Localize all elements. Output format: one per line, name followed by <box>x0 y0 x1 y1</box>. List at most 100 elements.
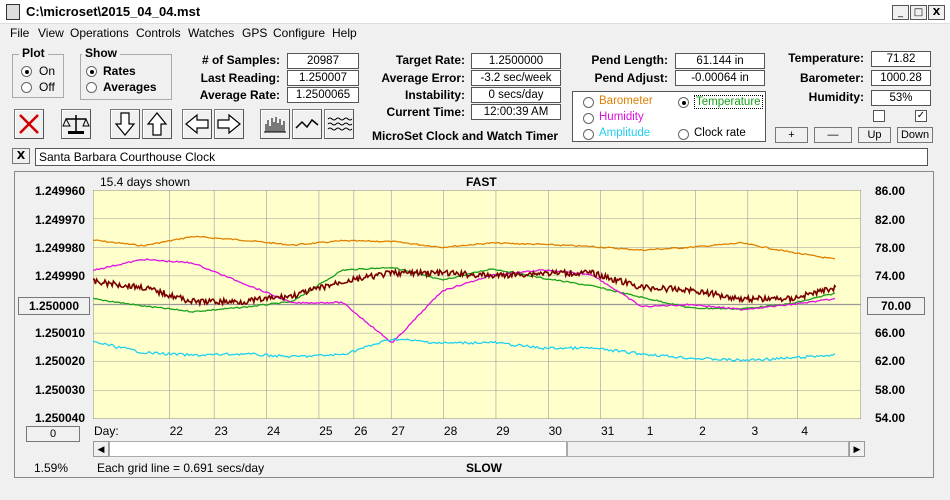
menu-watches[interactable]: Watches <box>188 26 235 40</box>
plot-off-radio[interactable] <box>21 82 32 93</box>
temperature-label: Temperature: <box>788 51 864 65</box>
arrow-left-icon <box>185 113 209 135</box>
right-tick-2: 78.00 <box>874 241 906 255</box>
day-tick-26: 26 <box>354 424 368 438</box>
right-tick-1: 82.00 <box>874 213 906 227</box>
temperature-option[interactable]: Temperature <box>694 95 763 109</box>
pend-length-label: Pend Length: <box>591 53 668 67</box>
average-error-label: Average Error: <box>381 71 465 85</box>
minus-button[interactable]: — <box>814 127 852 143</box>
plus-button[interactable]: + <box>775 127 808 143</box>
day-axis-label: Day: <box>94 424 119 438</box>
day-tick-4: 4 <box>801 424 808 438</box>
show-averages-radio[interactable] <box>86 82 97 93</box>
arrow-right-icon <box>217 113 241 135</box>
series-line-amplitude <box>93 337 836 362</box>
show-rates-label[interactable]: Rates <box>103 64 136 78</box>
samples-label: # of Samples: <box>201 53 280 67</box>
scale-icon <box>62 115 90 134</box>
balance-button[interactable] <box>61 109 91 139</box>
scroll-left-arrow[interactable]: ◀ <box>93 441 109 457</box>
temperature-field: 71.82 <box>871 51 931 67</box>
left-tick-1: 1.249970 <box>34 213 85 227</box>
option-checkbox-2[interactable]: ✓ <box>915 110 927 122</box>
description-input[interactable]: Santa Barbara Courthouse Clock <box>35 148 928 166</box>
clock-rate-option[interactable]: Clock rate <box>694 127 746 139</box>
current-time-label: Current Time: <box>386 105 465 119</box>
day-tick-27: 27 <box>391 424 405 438</box>
zero-button[interactable]: 0 <box>26 426 80 442</box>
histogram-button[interactable] <box>260 109 290 139</box>
average-rate-label: Average Rate: <box>199 88 280 102</box>
close-window-button[interactable]: X <box>928 5 945 20</box>
left-tick-6: 1.250020 <box>34 354 85 368</box>
amplitude-radio[interactable] <box>583 129 594 140</box>
wave-button[interactable] <box>292 109 322 139</box>
app-icon[interactable] <box>6 4 20 20</box>
scroll-track-left[interactable] <box>109 441 567 457</box>
amplitude-option[interactable]: Amplitude <box>599 127 651 139</box>
menu-help[interactable]: Help <box>332 26 357 40</box>
day-tick-23: 23 <box>214 424 228 438</box>
day-tick-25: 25 <box>319 424 333 438</box>
humidity-radio[interactable] <box>583 113 594 124</box>
sensor-select-box <box>572 91 766 142</box>
barometer-radio[interactable] <box>583 97 594 108</box>
app-name-label: MicroSet Clock and Watch Timer <box>372 129 559 143</box>
show-group <box>80 54 172 100</box>
temperature-radio[interactable] <box>678 97 689 108</box>
down-button[interactable]: Down <box>897 127 933 143</box>
series-line-humidity <box>93 258 836 343</box>
left-tick-2: 1.249980 <box>34 241 85 255</box>
arrow-down-button[interactable] <box>110 109 140 139</box>
plot-on-radio[interactable] <box>21 66 32 77</box>
wave-icon <box>295 118 319 129</box>
show-group-title: Show <box>82 46 120 60</box>
arrow-left-button[interactable] <box>182 109 212 139</box>
fast-label: FAST <box>466 175 497 189</box>
plot-on-label[interactable]: On <box>39 64 56 78</box>
target-rate-label: Target Rate: <box>395 53 465 67</box>
stop-button[interactable] <box>14 109 44 139</box>
average-error-field: -3.2 sec/week <box>471 70 561 86</box>
humidity-option[interactable]: Humidity <box>599 111 644 123</box>
series-line-clock-rate <box>93 267 837 308</box>
target-rate-field[interactable]: 1.2500000 <box>471 53 561 69</box>
plot-off-label[interactable]: Off <box>39 80 55 94</box>
menu-operations[interactable]: Operations <box>70 26 129 40</box>
menu-configure[interactable]: Configure <box>273 26 326 40</box>
arrow-up-button[interactable] <box>142 109 172 139</box>
scroll-right-arrow[interactable]: ▶ <box>849 441 865 457</box>
arrow-right-button[interactable] <box>214 109 244 139</box>
up-button[interactable]: Up <box>858 127 891 143</box>
right-tick-5: 66.00 <box>874 326 906 340</box>
scroll-thumb[interactable] <box>567 441 849 457</box>
red-x-icon <box>19 114 39 134</box>
current-time-field: 12:00:39 AM <box>471 104 561 120</box>
left-tick-5: 1.250010 <box>34 326 85 340</box>
menu-gps[interactable]: GPS <box>242 26 268 40</box>
pend-adjust-field: -0.00064 in <box>675 70 765 86</box>
noise-icon <box>327 117 353 131</box>
humidity-field: 53% <box>871 90 931 106</box>
show-rates-radio[interactable] <box>86 66 97 77</box>
option-checkbox-1[interactable] <box>873 110 885 122</box>
minimize-button[interactable]: _ <box>892 5 909 20</box>
maximize-button[interactable]: □ <box>910 5 927 20</box>
right-axis-button[interactable]: 70.00 <box>867 297 925 315</box>
menu-view[interactable]: View <box>38 26 64 40</box>
barometer-label: Barometer: <box>799 71 864 85</box>
menu-controls[interactable]: Controls <box>136 26 181 40</box>
left-axis-button[interactable]: 1.250000 <box>18 297 90 315</box>
left-tick-0: 1.249960 <box>34 184 85 198</box>
show-averages-label[interactable]: Averages <box>103 80 157 94</box>
clock-rate-radio[interactable] <box>678 129 689 140</box>
noise-button[interactable] <box>324 109 354 139</box>
clear-description-button[interactable]: X <box>12 148 30 164</box>
day-tick-29: 29 <box>496 424 510 438</box>
pend-length-field[interactable]: 61.144 in <box>675 53 765 69</box>
right-tick-6: 62.00 <box>874 354 906 368</box>
instability-field: 0 secs/day <box>471 87 561 103</box>
menu-file[interactable]: File <box>10 26 30 40</box>
barometer-option[interactable]: Barometer <box>599 95 653 107</box>
